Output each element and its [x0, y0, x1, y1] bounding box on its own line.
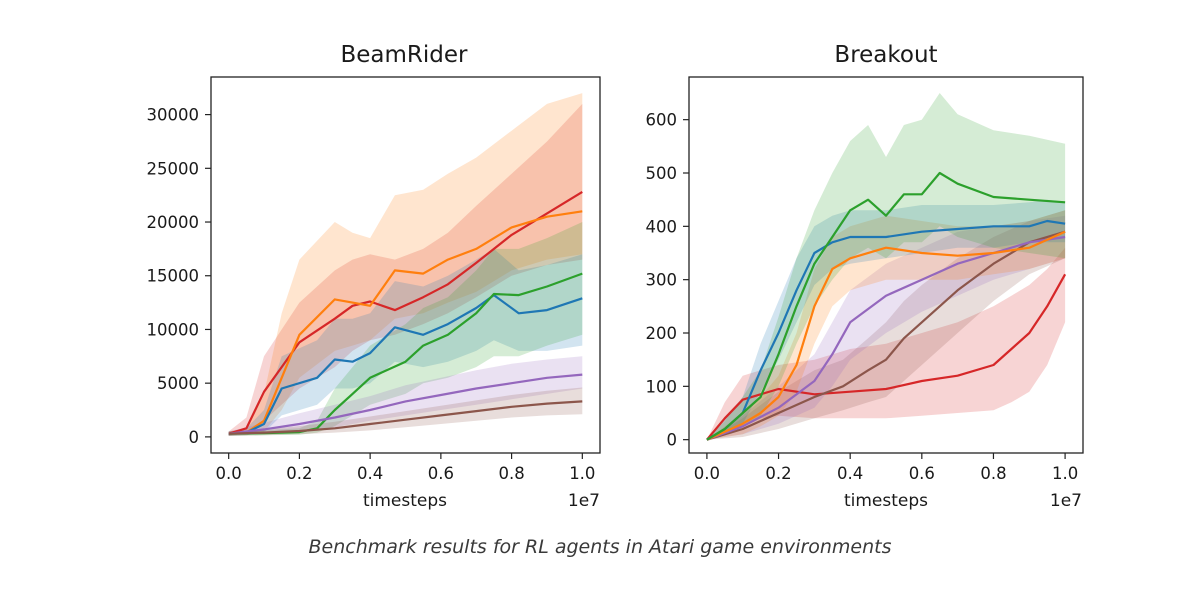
beamrider-x-ticks: 0.0 0.2 0.4 0.6 0.8 1.0 — [216, 453, 595, 483]
breakout-plot-frame — [688, 76, 1084, 454]
breakout-y-ticks: 0 100 200 300 400 500 600 — [646, 111, 689, 450]
beamrider-orange-line — [228, 210, 583, 435]
beamrider-y-tick-label: 25000 — [147, 159, 200, 178]
breakout-x-tick-label: 0.6 — [909, 464, 935, 483]
figure-caption: Benchmark results for RL agents in Atari… — [308, 536, 892, 558]
breakout-y-tick-label: 0 — [667, 431, 678, 450]
beamrider-x-multiplier: 1e7 — [568, 491, 600, 511]
breakout-brown-line — [706, 230, 1066, 441]
beamrider-x-tick-label: 0.0 — [216, 464, 242, 483]
breakout-x-axis-label: timesteps — [844, 491, 928, 511]
breakout-blue-band — [706, 199, 1066, 440]
breakout-y-tick-label: 100 — [646, 377, 678, 396]
breakout-y-tick-label: 500 — [646, 164, 678, 183]
breakout-y-tick-label: 200 — [646, 324, 678, 343]
beamrider-x-axis-label: timesteps — [363, 491, 447, 511]
beamrider-title: BeamRider — [340, 42, 468, 68]
breakout-green-line — [706, 171, 1066, 441]
beamrider-plot-frame — [210, 76, 601, 454]
beamrider-blue-line — [228, 294, 583, 435]
beamrider-brown-band — [228, 387, 583, 436]
beamrider-orange-band — [228, 93, 583, 436]
breakout-confidence-bands — [706, 93, 1066, 440]
breakout-orange-line — [706, 230, 1066, 441]
beamrider-y-tick-label: 30000 — [147, 106, 200, 125]
beamrider-x-tick-label: 1.0 — [569, 464, 595, 483]
beamrider-y-tick-label: 15000 — [147, 267, 200, 286]
beamrider-x-tick-label: 0.6 — [428, 464, 454, 483]
breakout-title: Breakout — [834, 42, 937, 68]
breakout-blue-line — [706, 219, 1066, 441]
breakout-green-band — [706, 93, 1066, 440]
breakout-brown-band — [706, 210, 1066, 440]
breakout-x-tick-label: 1.0 — [1052, 464, 1078, 483]
breakout-x-tick-label: 0.2 — [765, 464, 791, 483]
breakout-y-tick-label: 400 — [646, 217, 678, 236]
beamrider-purple-band — [228, 356, 583, 436]
breakout-x-tick-label: 0.4 — [837, 464, 863, 483]
breakout-series-lines — [706, 171, 1067, 441]
beamrider-red-line — [228, 190, 583, 435]
beamrider-x-tick-label: 0.2 — [286, 464, 312, 483]
breakout-y-tick-label: 600 — [646, 111, 678, 130]
beamrider-y-tick-label: 10000 — [147, 320, 200, 339]
breakout-chart: Breakout 0.0 0.2 0.4 0.6 0.8 1.0 0 100 200 300 40… — [646, 42, 1084, 511]
beamrider-purple-line — [228, 373, 583, 435]
breakout-x-multiplier: 1e7 — [1050, 491, 1082, 511]
breakout-x-ticks: 0.0 0.2 0.4 0.6 0.8 1.0 — [694, 453, 1078, 483]
breakout-x-tick-label: 0.0 — [694, 464, 720, 483]
beamrider-chart: BeamRider 0.0 0.2 0.4 0.6 0.8 1.0 0 5000 10000 1… — [147, 42, 601, 511]
breakout-purple-band — [706, 215, 1066, 440]
beamrider-confidence-bands — [228, 93, 583, 436]
beamrider-x-tick-label: 0.4 — [357, 464, 383, 483]
beamrider-red-band — [228, 103, 583, 436]
beamrider-y-ticks: 0 5000 10000 15000 20000 25000 30000 — [147, 106, 211, 447]
breakout-orange-band — [706, 210, 1066, 440]
breakout-y-tick-label: 300 — [646, 271, 678, 290]
beamrider-green-band — [228, 222, 583, 436]
beamrider-y-tick-label: 0 — [189, 428, 200, 447]
beamrider-y-tick-label: 20000 — [147, 213, 200, 232]
breakout-x-tick-label: 0.8 — [980, 464, 1006, 483]
beamrider-brown-line — [228, 400, 583, 435]
beamrider-x-tick-label: 0.8 — [498, 464, 524, 483]
beamrider-series-lines — [228, 190, 583, 435]
beamrider-y-tick-label: 5000 — [157, 374, 199, 393]
